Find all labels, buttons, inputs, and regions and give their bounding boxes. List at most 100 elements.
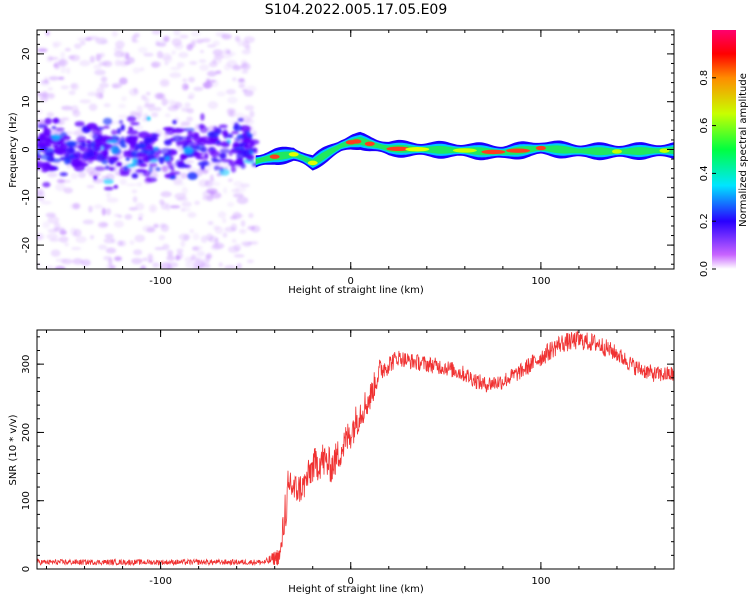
- noise-blob: [135, 112, 141, 121]
- noise-core-blob: [138, 131, 150, 139]
- noise-core-blob: [230, 165, 237, 173]
- snr-series-line: [37, 330, 674, 567]
- noise-blob: [104, 233, 114, 239]
- noise-blob: [128, 88, 140, 97]
- noise-blob: [226, 201, 235, 207]
- noise-blob: [54, 265, 66, 269]
- noise-blob: [215, 70, 222, 75]
- snr-plot-area: [37, 330, 674, 569]
- noise-core-blob: [56, 140, 62, 144]
- ridge-hotspot: [506, 148, 531, 153]
- noise-core-blob: [131, 172, 139, 179]
- noise-blob: [171, 38, 182, 47]
- noise-core-blob: [91, 156, 98, 161]
- noise-blob: [118, 103, 126, 109]
- noise-core-blob: [129, 122, 140, 126]
- noise-core-blob: [102, 143, 113, 150]
- noise-core-blob: [118, 119, 124, 124]
- noise-core-blob: [204, 152, 209, 160]
- noise-core-blob: [163, 139, 173, 146]
- noise-blob: [38, 196, 45, 202]
- noise-blob: [66, 67, 71, 75]
- noise-blob: [37, 91, 43, 97]
- noise-blob: [100, 76, 108, 83]
- noise-blob: [88, 205, 93, 213]
- noise-core-blob: [142, 170, 152, 177]
- noise-blob: [178, 52, 189, 59]
- noise-core-blob: [198, 161, 210, 167]
- noise-core-blob: [231, 130, 239, 135]
- noise-core-blob: [111, 129, 118, 136]
- noise-blob: [191, 245, 203, 251]
- noise-core-blob: [44, 165, 57, 172]
- colorbar-label: Normalized spectral amplitude: [738, 73, 749, 227]
- ridge-hotspot: [659, 148, 670, 153]
- figure-title: S104.2022.005.17.05.E09: [265, 2, 448, 18]
- noise-core-blob: [109, 166, 115, 172]
- noise-blob: [94, 69, 106, 76]
- x-tick-label: -100: [149, 576, 172, 587]
- noise-blob: [201, 169, 209, 174]
- noise-blob: [161, 98, 168, 106]
- noise-blob: [67, 55, 75, 60]
- noise-blob: [226, 59, 238, 68]
- noise-blob: [82, 219, 95, 225]
- noise-blob: [134, 234, 146, 243]
- noise-blob: [241, 60, 248, 66]
- noise-core-blob: [200, 146, 208, 153]
- noise-blob: [129, 239, 135, 245]
- noise-core-blob: [87, 146, 94, 151]
- y-tick-label: 0: [21, 566, 32, 572]
- noise-blob: [136, 181, 143, 187]
- noise-blob: [184, 160, 195, 164]
- noise-core-blob: [209, 147, 215, 151]
- noise-core-blob: [215, 127, 222, 135]
- noise-blob: [180, 172, 188, 179]
- noise-blob: [214, 226, 224, 235]
- noise-blob: [180, 207, 186, 212]
- noise-core-blob: [167, 161, 174, 169]
- noise-core-blob: [93, 148, 99, 157]
- noise-blob: [44, 77, 49, 84]
- noise-blob: [156, 50, 164, 59]
- noise-blob: [102, 60, 113, 68]
- noise-core-blob: [146, 116, 151, 121]
- noise-core-blob: [59, 172, 68, 177]
- noise-core-blob: [247, 139, 260, 145]
- noise-core-blob: [109, 158, 115, 166]
- noise-blob: [47, 216, 60, 224]
- noise-core-blob: [62, 135, 71, 141]
- noise-core-blob: [160, 147, 172, 155]
- noise-blob: [106, 191, 111, 199]
- ridge-hotspot: [386, 146, 411, 151]
- noise-blob: [93, 204, 103, 210]
- noise-blob: [236, 196, 249, 205]
- noise-blob: [195, 257, 205, 263]
- noise-core-blob: [74, 121, 85, 127]
- noise-blob: [114, 58, 121, 67]
- y-tick-label: 300: [21, 355, 32, 374]
- noise-blob: [192, 233, 200, 241]
- noise-core-blob: [76, 135, 87, 143]
- noise-blob: [131, 39, 139, 43]
- noise-blob: [223, 187, 228, 194]
- noise-blob: [231, 238, 237, 244]
- noise-blob: [186, 167, 198, 173]
- noise-blob: [201, 38, 211, 43]
- noise-blob: [60, 65, 67, 74]
- noise-blob: [152, 262, 160, 268]
- noise-blob: [61, 258, 73, 265]
- noise-blob: [212, 49, 224, 56]
- noise-blob: [181, 186, 188, 195]
- noise-core-blob: [176, 163, 189, 169]
- noise-blob: [55, 183, 66, 192]
- noise-blob: [221, 33, 232, 40]
- noise-blob: [105, 247, 117, 254]
- noise-core-blob: [97, 129, 103, 137]
- noise-blob: [185, 261, 195, 269]
- snr-panel: -100 0 100 0 100 200 300 Height of straight li…: [8, 329, 675, 595]
- spectrogram-heatmap: [37, 30, 674, 269]
- noise-blob: [117, 240, 124, 247]
- noise-blob: [166, 255, 175, 262]
